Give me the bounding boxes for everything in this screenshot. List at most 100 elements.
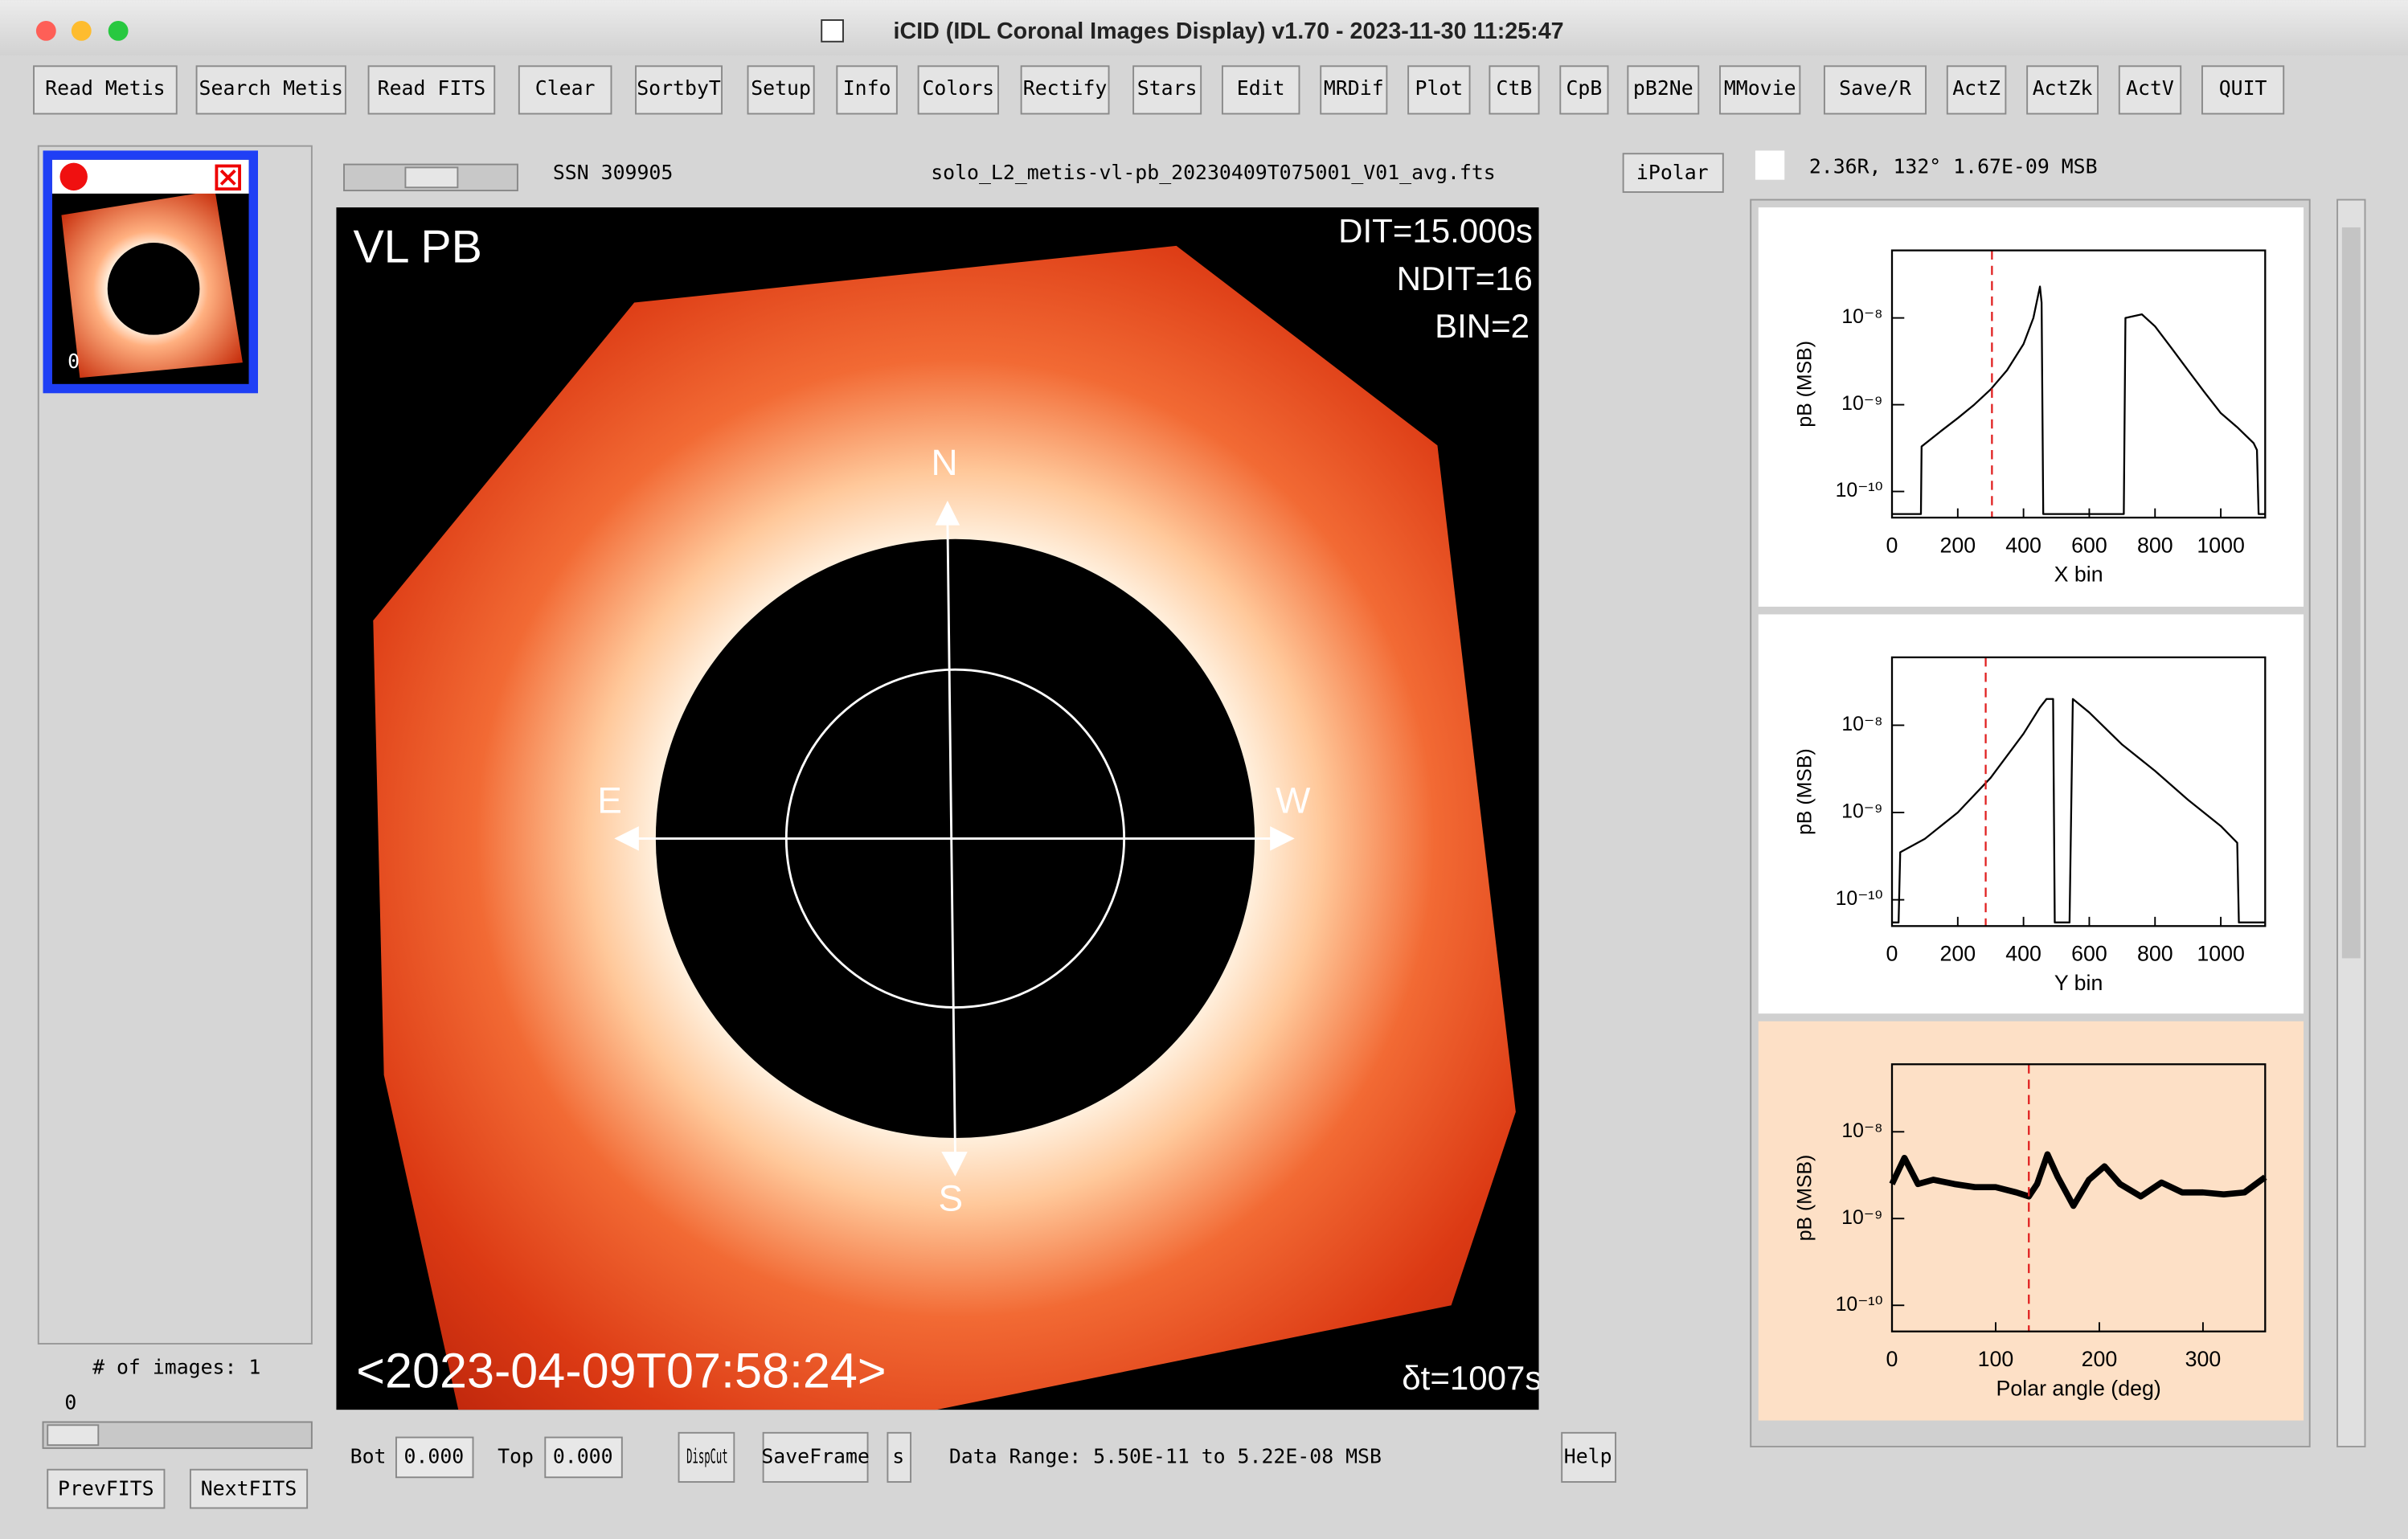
toolbar-button[interactable]: Colors: [919, 66, 998, 113]
x-tick-label: 400: [2005, 942, 2041, 966]
toolbar-button[interactable]: QUIT: [2202, 66, 2283, 113]
button-label: Info: [843, 76, 891, 100]
data-range: Data Range: 5.50E-11 to 5.22E-08 MSB: [949, 1444, 1382, 1467]
thumbnail-select[interactable]: [60, 163, 88, 190]
button-label: Read FITS: [378, 76, 486, 100]
y-tick-label: 10⁻¹⁰: [1836, 480, 1883, 501]
zoom-button[interactable]: [109, 21, 129, 41]
plots: 0200400600800100010⁻⁸10⁻⁹10⁻¹⁰X binpB (M…: [1759, 207, 2304, 1420]
toolbar-button[interactable]: Search Metis: [197, 66, 346, 113]
button-label: Search Metis: [199, 76, 343, 100]
toolbar-button[interactable]: ActZk: [2027, 66, 2098, 113]
toolbar-button[interactable]: Setup: [748, 66, 814, 113]
button-label: QUIT: [2219, 76, 2267, 100]
s-label: s: [892, 1444, 904, 1467]
bin: BIN=2: [1435, 307, 1530, 345]
x-tick-label: 0: [1886, 942, 1898, 966]
y-tick-label: 10⁻¹⁰: [1836, 1294, 1883, 1316]
button-label: Stars: [1137, 76, 1198, 100]
y-tick-label: 10⁻⁹: [1841, 393, 1882, 415]
button-label: Edit: [1237, 76, 1285, 100]
x11-icon: [821, 20, 843, 42]
y-tick-label: 10⁻¹⁰: [1836, 888, 1883, 910]
x-tick-label: 100: [1978, 1347, 2014, 1371]
button-label: Read Metis: [45, 76, 165, 100]
toolbar-button[interactable]: Clear: [519, 66, 612, 113]
close-button[interactable]: [36, 21, 56, 41]
x-tick-label: 0: [1886, 1347, 1898, 1371]
top-label: Top: [498, 1444, 534, 1467]
button-label: ActZk: [2033, 76, 2093, 100]
filename: solo_L2_metis-vl-pb_20230409T075001_V01_…: [931, 161, 1496, 184]
toolbar-button[interactable]: Edit: [1222, 66, 1300, 113]
toolbar-button[interactable]: CtB: [1489, 66, 1538, 113]
dispcut-button[interactable]: DispCut: [679, 1433, 735, 1482]
prev-button[interactable]: PrevFITS: [47, 1470, 164, 1508]
button-label: MMovie: [1724, 76, 1796, 100]
x-axis-label: X bin: [2054, 563, 2103, 587]
toolbar-button[interactable]: pB2Ne: [1628, 66, 1698, 113]
saveframe-button[interactable]: SaveFrame: [761, 1433, 870, 1482]
ipolar-label: iPolar: [1636, 161, 1709, 184]
x-axis-label: Polar angle (deg): [1996, 1376, 2161, 1400]
y-axis-label: pB (MSB): [1795, 341, 1816, 428]
toolbar-button[interactable]: Plot: [1408, 66, 1469, 113]
toolbar-button[interactable]: ActZ: [1947, 66, 2006, 113]
image-slider-thumb[interactable]: [47, 1425, 98, 1445]
toolbar-button[interactable]: MMovie: [1720, 66, 1800, 113]
dispcut-label: DispCut: [686, 1444, 728, 1467]
toolbar-button[interactable]: Read Metis: [34, 66, 177, 113]
south: S: [938, 1177, 963, 1218]
dit: DIT=15.000s: [1338, 212, 1533, 250]
x-tick-label: 800: [2137, 533, 2173, 557]
date: <2023-04-09T07:58:24>: [356, 1343, 886, 1398]
y-tick-label: 10⁻⁸: [1841, 306, 1882, 328]
toolbar-button[interactable]: Stars: [1133, 66, 1201, 113]
button-label: MRDif: [1324, 76, 1384, 100]
toolbar-button[interactable]: ActV: [2119, 66, 2181, 113]
bot-value: 0.000: [404, 1444, 465, 1467]
y-tick-label: 10⁻⁸: [1841, 1120, 1882, 1142]
button-label: ActV: [2126, 76, 2174, 100]
button-label: SortbyT: [637, 76, 721, 100]
button-label: pB2Ne: [1633, 76, 1693, 100]
x-tick-label: 200: [1939, 533, 1976, 557]
y-axis-label: pB (MSB): [1795, 1155, 1816, 1242]
y-tick-label: 10⁻⁹: [1841, 1207, 1882, 1229]
toolbar-button[interactable]: Rectify: [1022, 66, 1109, 113]
toolbar-button[interactable]: Read FITS: [369, 66, 495, 113]
next-button[interactable]: NextFITS: [190, 1470, 307, 1508]
help-button[interactable]: Help: [1562, 1433, 1616, 1482]
y-tick-label: 10⁻⁸: [1841, 714, 1882, 735]
x-axis-label: Y bin: [2054, 971, 2103, 995]
x-tick-label: 1000: [2197, 942, 2245, 966]
east: E: [597, 780, 622, 821]
button-label: Plot: [1415, 76, 1463, 100]
x-tick-label: 1000: [2197, 533, 2245, 557]
window-title: iCID (IDL Coronal Images Display) v1.70 …: [894, 18, 1564, 44]
button-label: Setup: [751, 76, 811, 100]
top-value: 0.000: [553, 1444, 613, 1467]
toolbar-button[interactable]: SortbyT: [636, 66, 722, 113]
frame-slider-thumb[interactable]: [405, 167, 457, 187]
x-tick-label: 600: [2071, 533, 2107, 557]
toolbar-button[interactable]: Info: [837, 66, 897, 113]
page: {"window": {"title": "iCID (IDL Coronal …: [0, 0, 2408, 1536]
plot-panel: [1759, 1021, 2304, 1421]
x-tick-label: 800: [2137, 942, 2173, 966]
image-label: VL PB: [353, 222, 481, 273]
ipolar-button[interactable]: iPolar: [1624, 153, 1723, 192]
button-label: CpB: [1566, 76, 1602, 100]
y-axis-label: pB (MSB): [1795, 748, 1816, 835]
window: iCID (IDL Coronal Images Display) v1.70 …: [0, 0, 2408, 1536]
button-label: Save/R: [1839, 76, 1911, 100]
thumbnail-index: 0: [68, 350, 80, 373]
scrollbar-thumb[interactable]: [2342, 227, 2361, 959]
s-button[interactable]: s: [887, 1433, 911, 1482]
toolbar-button[interactable]: Save/R: [1824, 66, 1926, 113]
west: W: [1276, 780, 1311, 821]
toolbar-button[interactable]: CpB: [1560, 66, 1607, 113]
toolbar-button[interactable]: MRDif: [1321, 66, 1386, 113]
minimize-button[interactable]: [72, 21, 92, 41]
next-label: NextFITS: [201, 1477, 297, 1500]
